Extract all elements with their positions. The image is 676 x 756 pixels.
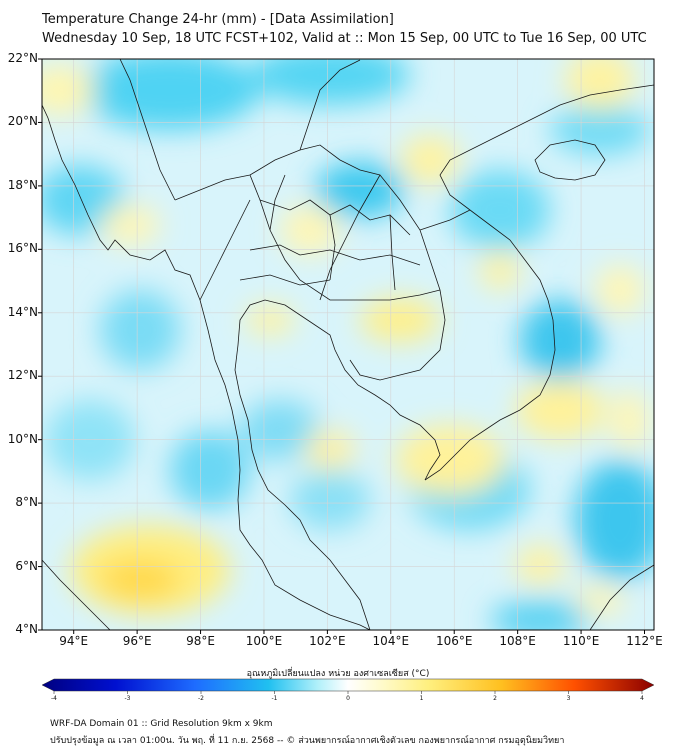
footer-model-info: WRF-DA Domain 01 :: Grid Resolution 9km … xyxy=(50,719,273,729)
lat-label: 6°N xyxy=(15,558,38,573)
colorbar-tick-label: 0 xyxy=(346,695,350,702)
map-subtitle: Wednesday 10 Sep, 18 UTC FCST+102, Valid… xyxy=(42,31,647,46)
coastlines-and-borders xyxy=(42,59,654,630)
lon-label: 96°E xyxy=(122,634,152,648)
colorbar-tick-label: 4 xyxy=(640,695,644,702)
lon-label: 94°E xyxy=(59,634,89,648)
colorbar xyxy=(41,678,655,692)
lon-label: 106°E xyxy=(435,634,473,648)
lat-label: 22°N xyxy=(7,51,38,65)
map-frame xyxy=(41,58,655,631)
colorbar-tick-label: -1 xyxy=(271,695,278,702)
colorbar-tick-label: 2 xyxy=(493,695,497,702)
colorbar-ticks xyxy=(53,691,643,694)
colorbar-tick-label: 1 xyxy=(419,695,424,702)
lon-label: 104°E xyxy=(372,634,410,648)
colorbar-title: อุณหภูมิเปลี่ยนแปลง หน่วย องศาเซลเซียส (… xyxy=(246,669,430,679)
colorbar-tick-label: 3 xyxy=(566,695,571,702)
lon-label: 98°E xyxy=(186,634,215,648)
colorbar-tick-label: -3 xyxy=(124,695,131,702)
lat-label: 14°N xyxy=(7,304,38,319)
lon-label: 110°E xyxy=(562,634,600,648)
colorbar-tick-label: -4 xyxy=(51,695,57,702)
map-title: Temperature Change 24-hr (mm) - [Data As… xyxy=(42,12,394,27)
axis-ticks xyxy=(38,58,645,634)
map-gridlines xyxy=(42,59,654,630)
lat-label: 20°N xyxy=(7,114,38,129)
temperature-field xyxy=(42,59,654,630)
lon-label: 102°E xyxy=(309,634,346,648)
lat-label: 8°N xyxy=(15,495,38,510)
lon-label: 112°E xyxy=(626,634,663,648)
footer-credit: ปรับปรุงข้อมูล ณ เวลา 01:00น. วัน พฤ. ที… xyxy=(50,736,565,746)
lon-label: 100°E xyxy=(245,634,283,648)
lat-label: 4°N xyxy=(15,622,38,636)
lon-label: 108°E xyxy=(499,634,536,648)
lat-label: 12°N xyxy=(7,368,38,383)
lat-label: 16°N xyxy=(7,241,38,256)
colorbar-tick-label: -2 xyxy=(198,695,204,702)
lat-label: 18°N xyxy=(7,177,38,192)
lat-label: 10°N xyxy=(7,431,38,446)
